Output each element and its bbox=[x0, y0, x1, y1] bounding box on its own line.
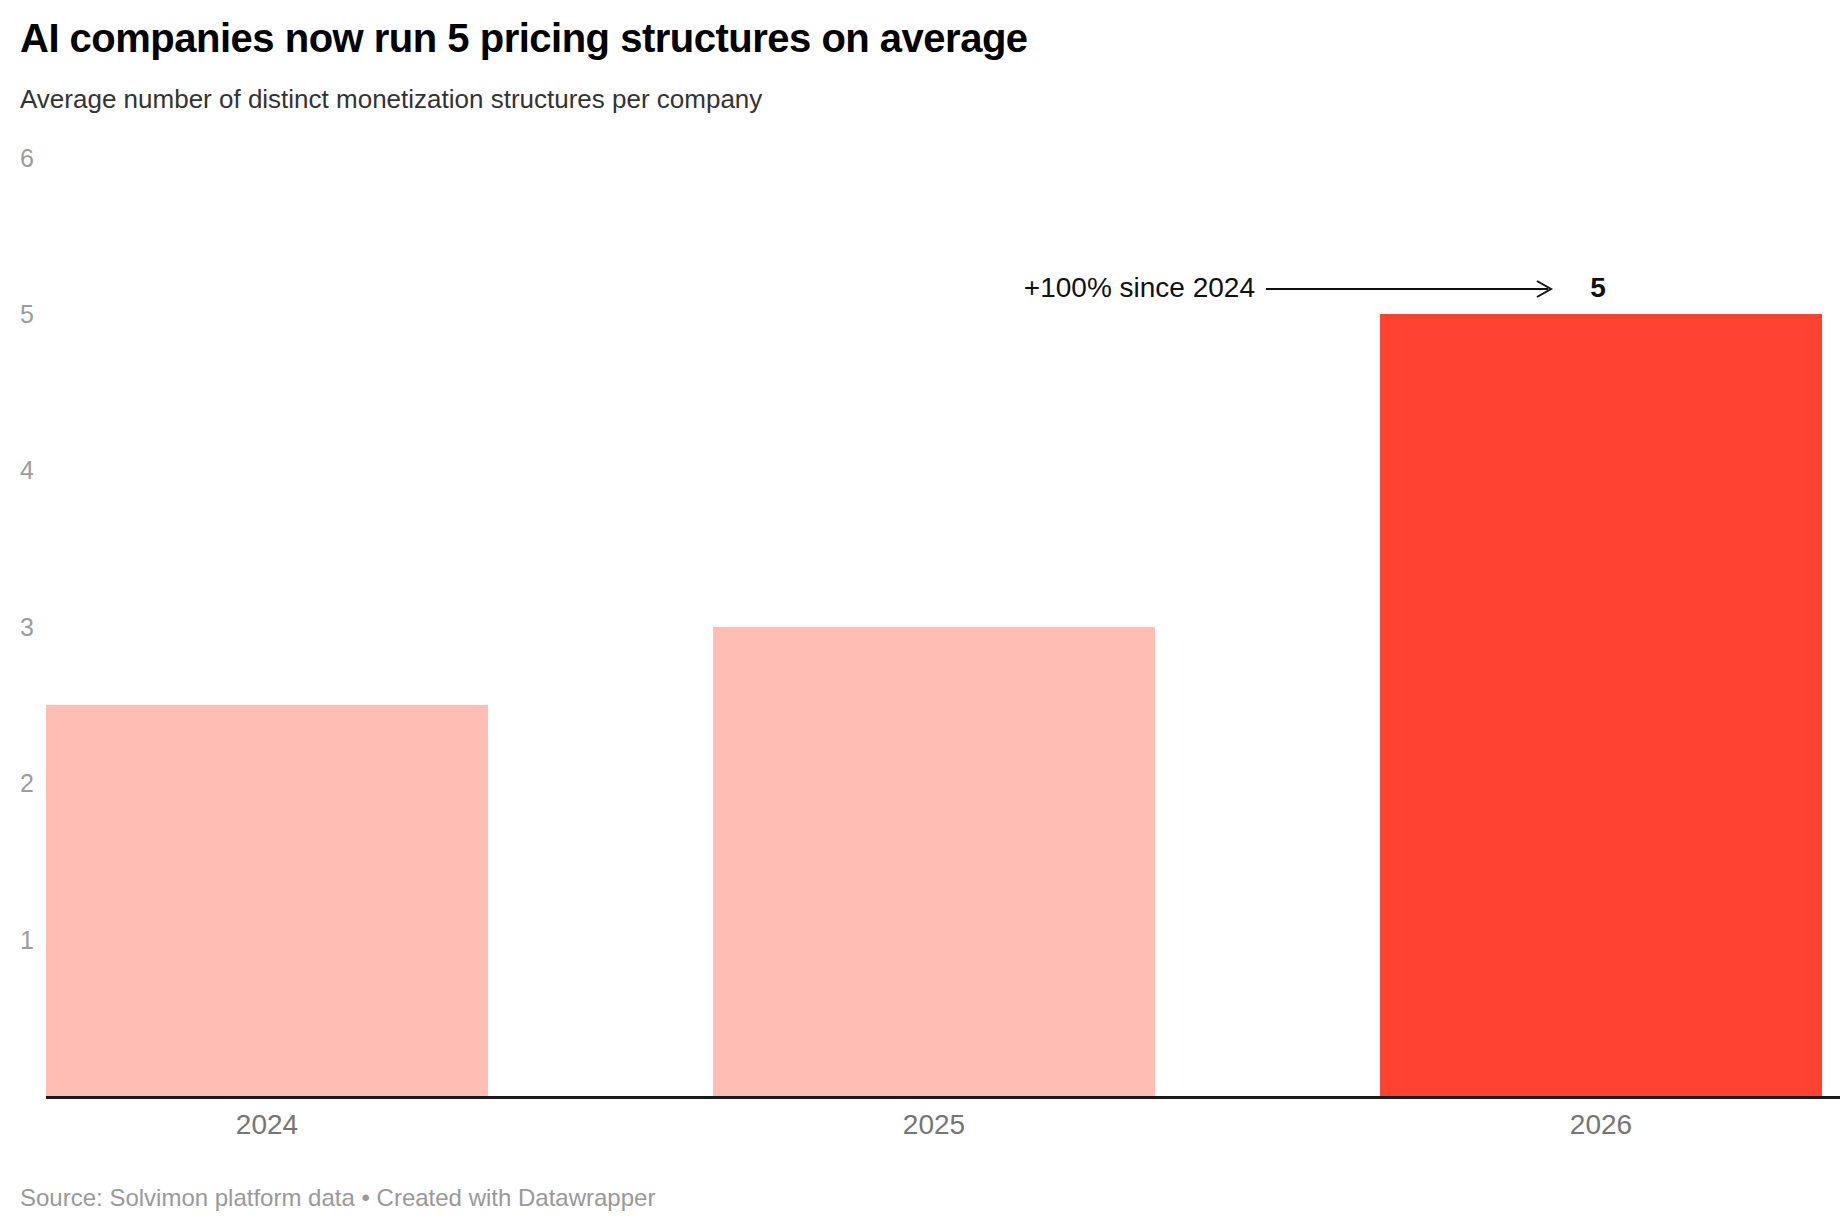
bar-2025[interactable] bbox=[713, 627, 1155, 1096]
footer-separator: • bbox=[362, 1184, 377, 1211]
source-text: Source: Solvimon platform data bbox=[20, 1184, 355, 1211]
y-tick-label-1: 1 bbox=[20, 927, 34, 952]
annotation-arrow-icon bbox=[1266, 276, 1556, 302]
plot-area: 1 2 3 4 5 6 2024 2025 2026 +100% since 2024 5 bbox=[0, 0, 1840, 1230]
y-tick-label-5: 5 bbox=[20, 302, 34, 327]
datawrapper-attribution-link[interactable]: Created with Datawrapper bbox=[377, 1184, 656, 1211]
y-tick-label-6: 6 bbox=[20, 145, 34, 170]
x-axis-line bbox=[46, 1096, 1840, 1099]
y-tick-label-4: 4 bbox=[20, 458, 34, 483]
chart-footer: Source: Solvimon platform data • Created… bbox=[20, 1184, 655, 1212]
x-axis-label-2024: 2024 bbox=[236, 1110, 298, 1141]
annotation-text: +100% since 2024 bbox=[1024, 273, 1255, 304]
x-axis-label-2026: 2026 bbox=[1570, 1110, 1632, 1141]
annotation-value-label: 5 bbox=[1590, 273, 1606, 304]
chart-container: AI companies now run 5 pricing structure… bbox=[0, 0, 1840, 1230]
bar-2024[interactable] bbox=[46, 705, 488, 1096]
y-tick-label-3: 3 bbox=[20, 614, 34, 639]
x-axis-label-2025: 2025 bbox=[903, 1110, 965, 1141]
bar-2026[interactable] bbox=[1380, 314, 1822, 1096]
y-tick-label-2: 2 bbox=[20, 771, 34, 796]
